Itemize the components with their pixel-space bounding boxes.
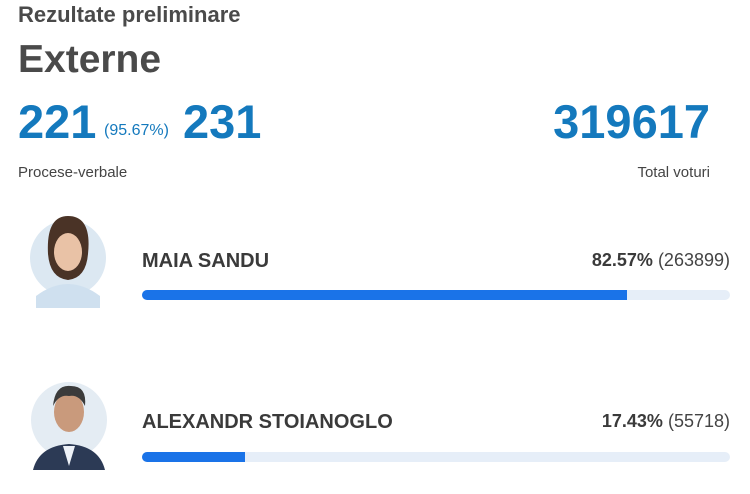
votes-label: Total voturi: [637, 164, 710, 181]
votes: (263899): [657, 250, 730, 270]
counted-percent: (95.67%): [104, 122, 169, 139]
avatar: [30, 216, 106, 308]
total-votes: 319617: [553, 95, 710, 148]
bar-track: [142, 290, 730, 300]
avatar: [31, 382, 107, 470]
votes: (55718): [667, 411, 730, 431]
bar-track: [142, 452, 730, 462]
candidate-result: 82.57% (263899): [592, 250, 730, 271]
title: Externe: [18, 38, 162, 81]
subtitle: Rezultate preliminare: [18, 2, 241, 27]
total-reports: 231: [183, 95, 262, 148]
percent: 17.43%: [601, 411, 663, 431]
candidate-result: 17.43% (55718): [602, 411, 730, 432]
bar: [142, 290, 628, 300]
candidate-name: ALEXANDR STOIANOGLO: [142, 411, 393, 433]
candidate-name: MAIA SANDU: [142, 250, 270, 272]
counted: 221: [18, 95, 97, 148]
percent: 82.57%: [591, 250, 653, 270]
reports-label: Procese-verbale: [18, 164, 128, 181]
bar: [142, 452, 245, 462]
